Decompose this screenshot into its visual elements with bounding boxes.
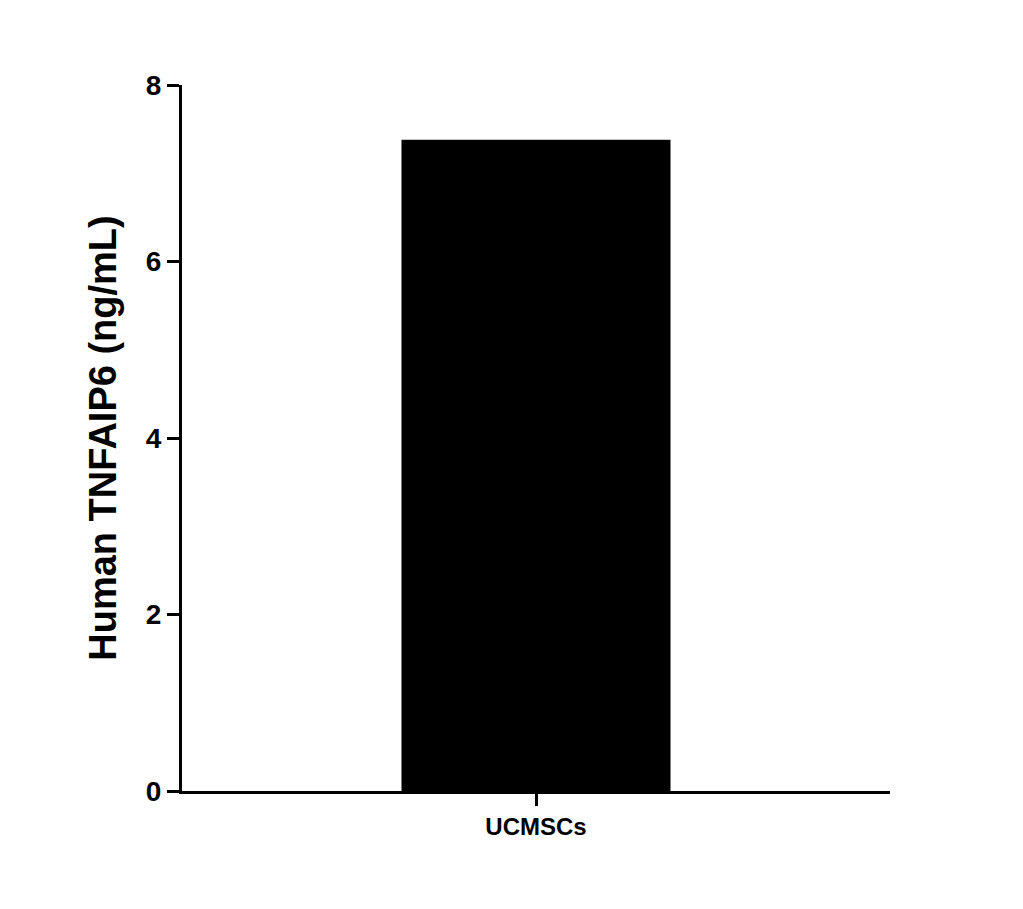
svg-text:Human TNFAIP6 (ng/mL): Human TNFAIP6 (ng/mL) (82, 215, 124, 660)
svg-text:0: 0 (146, 776, 162, 807)
svg-text:UCMSCs: UCMSCs (485, 813, 586, 840)
svg-text:6: 6 (146, 246, 162, 277)
svg-text:2: 2 (146, 599, 162, 630)
svg-text:4: 4 (146, 423, 162, 454)
svg-text:8: 8 (146, 70, 162, 101)
